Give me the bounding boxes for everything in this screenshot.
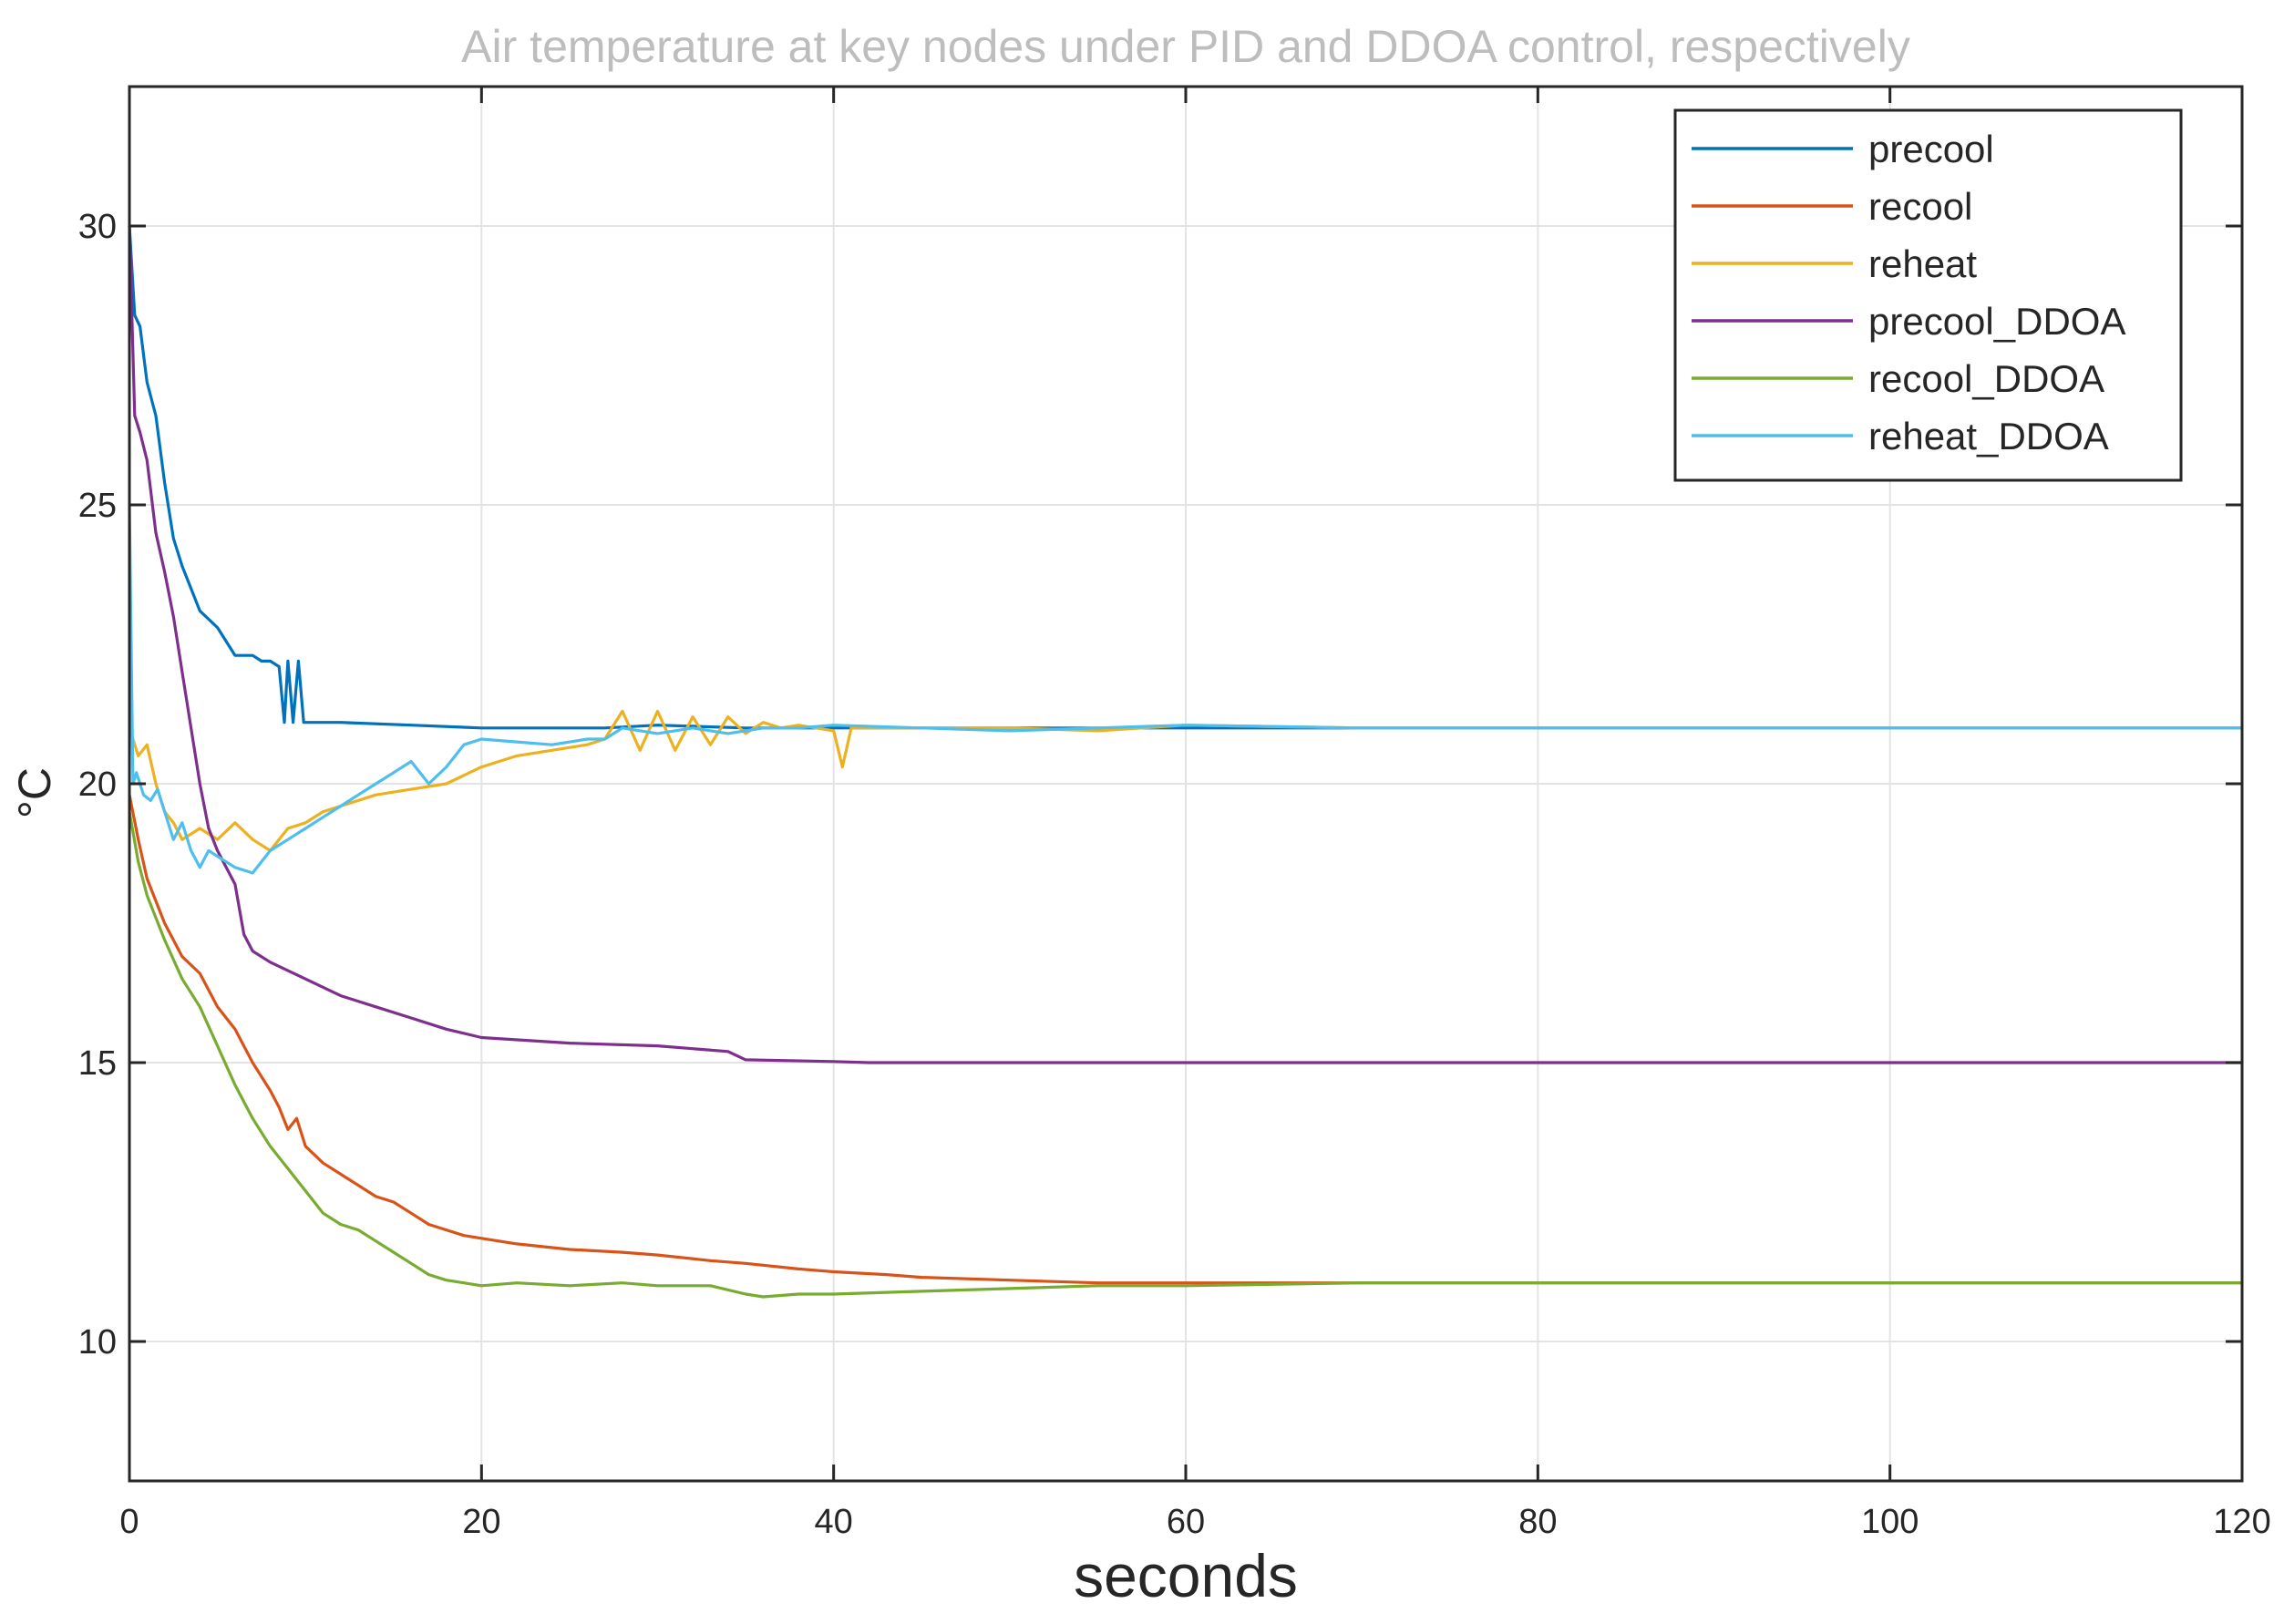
series-lines [128, 225, 2242, 1299]
chart-title: Air temperature at key nodes under PID a… [461, 21, 1910, 72]
x-tick-label: 60 [1167, 1503, 1205, 1541]
x-tick-label: 0 [119, 1503, 139, 1541]
y-tick-label: 20 [78, 766, 117, 804]
x-tick-label: 20 [462, 1503, 500, 1541]
legend-label-recool-ddoa: recool_DDOA [1868, 357, 2104, 400]
series-line-precool-ddoa [128, 225, 2242, 1064]
y-tick-label: 25 [78, 487, 117, 525]
legend-label-recool: recool [1868, 185, 1972, 228]
axis-ticks: 0 20 40 60 80 100 120 10 15 20 25 30 [78, 87, 2271, 1541]
x-tick-label: 80 [1518, 1503, 1557, 1541]
legend-label-precool-ddoa: precool_DDOA [1868, 300, 2125, 343]
series-line-reheat [128, 709, 2242, 853]
legend-box [1673, 108, 2183, 482]
legend-label-reheat: reheat [1868, 242, 1977, 285]
x-tick-label: 120 [2213, 1503, 2270, 1541]
series-line-recool [128, 794, 2242, 1285]
y-axis-label: °C [9, 767, 60, 818]
legend: precool recool reheat precool_DDOA recool_DD… [1673, 108, 2183, 482]
y-tick-label: 15 [78, 1044, 117, 1083]
y-tick-label: 10 [78, 1323, 117, 1362]
series-line-reheat-ddoa [128, 504, 2242, 875]
x-tick-label: 40 [815, 1503, 853, 1541]
legend-label-reheat-ddoa: reheat_DDOA [1868, 415, 2109, 457]
x-axis-label: seconds [1074, 1542, 1298, 1609]
legend-label-precool: precool [1868, 128, 1994, 170]
x-tick-label: 100 [1861, 1503, 1919, 1541]
series-line-recool-ddoa [128, 811, 2242, 1299]
y-tick-label: 30 [78, 208, 117, 246]
